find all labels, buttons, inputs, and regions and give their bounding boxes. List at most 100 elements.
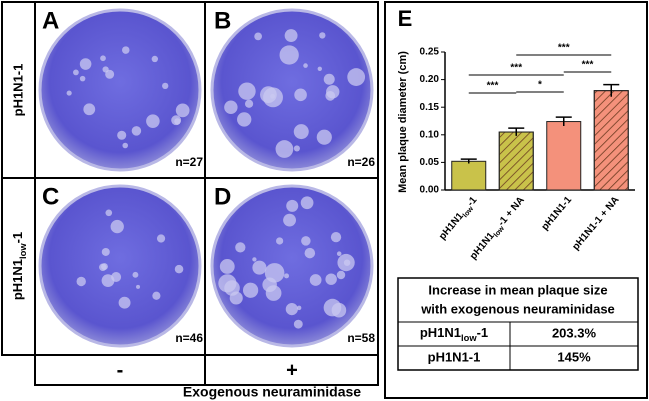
plaque [146,114,160,128]
plaque [73,69,79,76]
plaque [336,270,346,280]
plaque [132,271,139,278]
error-bar [460,158,477,164]
column-label: + [286,359,298,381]
plaque [252,260,267,275]
plaque [118,296,131,309]
plaque [286,199,299,212]
plaque [79,58,92,70]
error-bar [555,116,572,126]
plaque [151,55,159,63]
plaque [301,236,311,246]
plaque [303,63,308,68]
table: Increase in mean plaque size with exogeno… [397,277,639,371]
plaque [323,298,342,317]
plaque [309,274,322,286]
panel-letter: E [398,6,413,31]
plaque [316,129,332,145]
plate-grid [1,1,379,386]
column-label-frame [34,354,379,386]
plate [210,8,374,172]
plaque [224,100,238,114]
error-bar [508,127,525,136]
plaque [66,90,72,96]
plaque-count: n=26 [347,155,375,169]
plaque [162,82,169,90]
plaque [330,231,342,243]
y-tick-label: 0.00 [420,185,440,196]
plaque [156,234,166,243]
plaque [235,242,246,253]
plaque [110,219,124,234]
plaque [254,32,262,41]
plaque [347,68,366,86]
plaque [284,29,298,43]
plaque [304,247,316,259]
significance-label: *** [487,81,499,92]
row-label: pH1N1low-1 [10,232,28,300]
plaque [229,291,243,305]
plaque [325,273,337,285]
plaque [100,55,106,62]
label-part: -1 [10,232,25,244]
plaque [122,142,129,149]
label-part: low [461,333,477,343]
table-frame [397,277,639,371]
plaque [293,319,303,329]
plaque [275,140,294,158]
plaque [111,272,122,283]
y-tick-label: 0.25 [420,47,440,58]
significance-label: *** [510,63,522,74]
plaque-count: n=27 [175,155,203,169]
table-header: with exogenous neuraminidase [420,301,615,316]
plaque [317,66,322,71]
plaque [336,251,342,256]
label-part: -1 [477,325,489,340]
table-header: Increase in mean plaque size [428,282,607,297]
significance-label: *** [582,60,594,71]
plaque [296,305,302,311]
plaque [99,263,107,272]
plaque [174,118,181,125]
table-cell: 145% [557,349,591,364]
plaque [136,284,141,289]
plaque [319,32,326,39]
plaque [284,273,290,279]
plaque [174,264,184,274]
plate [38,8,202,172]
plaque [293,145,300,152]
plaque [294,88,307,102]
plaque [343,259,351,266]
panel-letter: D [214,183,231,210]
plaque [285,303,298,316]
panel-letter: B [214,7,231,34]
label-part: pH1N1 [420,325,461,340]
x-title: Exogenous neuraminidase [183,384,361,400]
plaque [175,103,190,118]
chart-frame [384,1,648,399]
plaque [293,124,309,140]
plaque [102,66,109,73]
panel-letter: C [42,183,59,210]
bar [546,121,582,191]
plaque [152,291,161,300]
y-axis-label: Mean plaque diameter (cm) [397,51,409,193]
significance-label: *** [558,43,570,54]
plaque [242,282,259,298]
plaque [276,237,284,245]
plaque [326,85,340,99]
plaque [238,82,256,100]
plaque [300,196,314,210]
plaque [83,103,96,116]
plaque [76,276,86,287]
y-tick-label: 0.15 [420,102,440,113]
y-tick-label: 0.10 [420,129,440,140]
significance-label: * [538,80,542,91]
plaque [122,46,130,54]
error-bar [603,83,620,97]
plaque [265,285,282,301]
plate [38,184,202,348]
plaque [283,213,296,227]
